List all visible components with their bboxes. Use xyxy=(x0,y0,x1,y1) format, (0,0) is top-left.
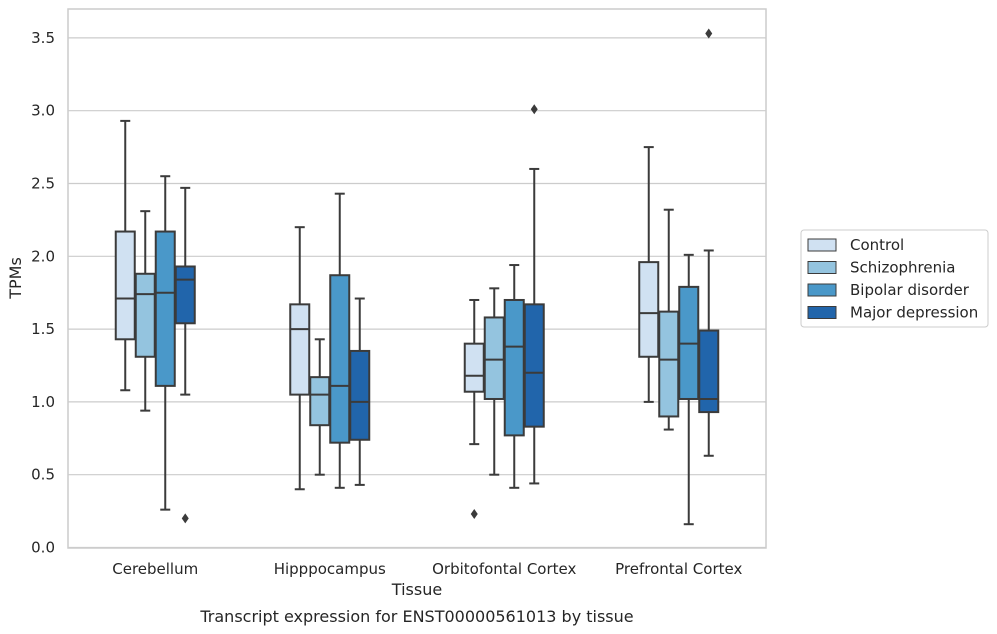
chart-caption: Transcript expression for ENST0000056101… xyxy=(199,607,633,626)
y-axis-label: TPMs xyxy=(6,257,25,300)
iqr-box xyxy=(638,261,660,358)
plot-frame xyxy=(67,8,767,549)
box-control xyxy=(638,146,660,403)
x-tick-label: Hipppocampus xyxy=(274,560,386,578)
box-major-depression xyxy=(698,28,720,457)
outlier-marker xyxy=(530,104,538,115)
box-schizophrenia xyxy=(134,210,156,412)
iqr-box xyxy=(329,274,351,444)
y-tick-label: 1.0 xyxy=(31,393,55,411)
box-control xyxy=(463,298,485,520)
outlier-marker xyxy=(705,28,713,39)
iqr-box xyxy=(174,265,196,325)
iqr-box xyxy=(309,376,331,427)
iqr-box xyxy=(698,329,720,414)
y-tick-label: 2.0 xyxy=(31,247,55,265)
legend: Control Schizophrenia Bipolar disorder Majo… xyxy=(800,229,989,328)
x-tick-label: Cerebellum xyxy=(112,560,198,578)
outlier-marker xyxy=(470,509,478,520)
iqr-box xyxy=(483,316,505,400)
legend-swatch xyxy=(807,261,837,274)
iqr-box xyxy=(523,303,545,428)
legend-frame xyxy=(800,229,989,328)
y-tick-label: 3.5 xyxy=(31,29,55,47)
box-major-depression xyxy=(174,186,196,524)
iqr-box xyxy=(114,230,136,341)
y-tick-label: 1.5 xyxy=(31,320,55,338)
iqr-box xyxy=(349,349,371,441)
iqr-box xyxy=(503,298,525,437)
legend-label: Major depression xyxy=(850,304,978,322)
iqr-box xyxy=(463,342,485,393)
box-bipolar-disorder xyxy=(329,192,351,489)
iqr-box xyxy=(289,303,311,396)
y-tick-labels: 0.0 0.5 1.0 1.5 2.0 2.5 3.0 3.5 xyxy=(31,29,55,557)
legend-label: Control xyxy=(850,236,904,254)
x-tick-labels: Cerebellum Hipppocampus Orbitofontal Corte… xyxy=(112,560,742,578)
iqr-box xyxy=(134,272,156,358)
box-major-depression xyxy=(523,104,545,485)
legend-swatch xyxy=(807,283,837,297)
legend-label: Schizophrenia xyxy=(850,259,955,277)
box-control xyxy=(289,226,311,491)
legend-swatch xyxy=(807,238,837,252)
x-tick-label: Orbitofontal Cortex xyxy=(432,560,576,578)
box-major-depression xyxy=(349,297,371,486)
outlier-marker xyxy=(181,513,189,524)
box-control xyxy=(114,119,136,392)
box-bipolar-disorder xyxy=(154,175,176,511)
box-groups xyxy=(114,28,720,526)
legend-label: Bipolar disorder xyxy=(850,281,970,299)
iqr-box xyxy=(658,310,680,418)
y-tick-label: 0.5 xyxy=(31,466,55,484)
y-tick-label: 0.0 xyxy=(31,539,55,557)
y-tick-label: 3.0 xyxy=(31,102,55,120)
x-axis-label: Tissue xyxy=(391,580,442,599)
legend-swatch xyxy=(807,306,837,319)
iqr-box xyxy=(154,230,176,387)
y-tick-label: 2.5 xyxy=(31,175,55,193)
x-tick-label: Prefrontal Cortex xyxy=(615,560,742,578)
box-schizophrenia xyxy=(658,208,680,431)
